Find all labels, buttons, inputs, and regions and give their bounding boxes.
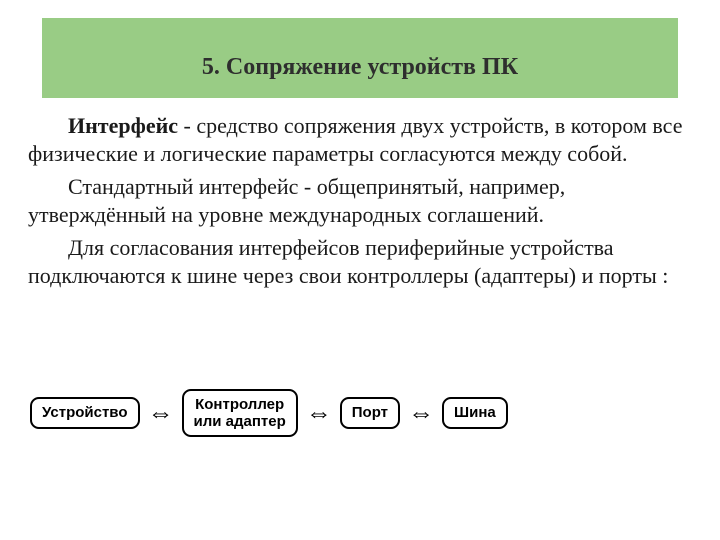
- flow-node-device: Устройство: [30, 397, 140, 429]
- flow-node-port: Порт: [340, 397, 400, 429]
- body-content: Интерфейс - средство сопряжения двух уст…: [28, 112, 692, 295]
- term-interface: Интерфейс: [68, 113, 178, 138]
- double-arrow-icon: ⇔: [408, 400, 434, 426]
- paragraph-2: Стандартный интерфейс - общепринятый, на…: [28, 173, 692, 228]
- paragraph-1: Интерфейс - средство сопряжения двух уст…: [28, 112, 692, 167]
- flow-node-controller-line2: или адаптер: [194, 413, 286, 430]
- double-arrow-icon: ⇔: [148, 400, 174, 426]
- flow-node-controller: Контроллер или адаптер: [182, 389, 298, 437]
- paragraph-3: Для согласования интерфейсов периферийны…: [28, 234, 692, 289]
- double-arrow-icon: ⇔: [306, 400, 332, 426]
- flow-node-controller-line1: Контроллер: [195, 396, 284, 413]
- page-title: 5. Сопряжение устройств ПК: [202, 54, 518, 81]
- header-banner: 5. Сопряжение устройств ПК: [42, 18, 678, 98]
- slide: 5. Сопряжение устройств ПК Интерфейс - с…: [0, 0, 720, 540]
- flow-node-bus: Шина: [442, 397, 508, 429]
- flowchart: Устройство ⇔ Контроллер или адаптер ⇔ По…: [30, 378, 590, 448]
